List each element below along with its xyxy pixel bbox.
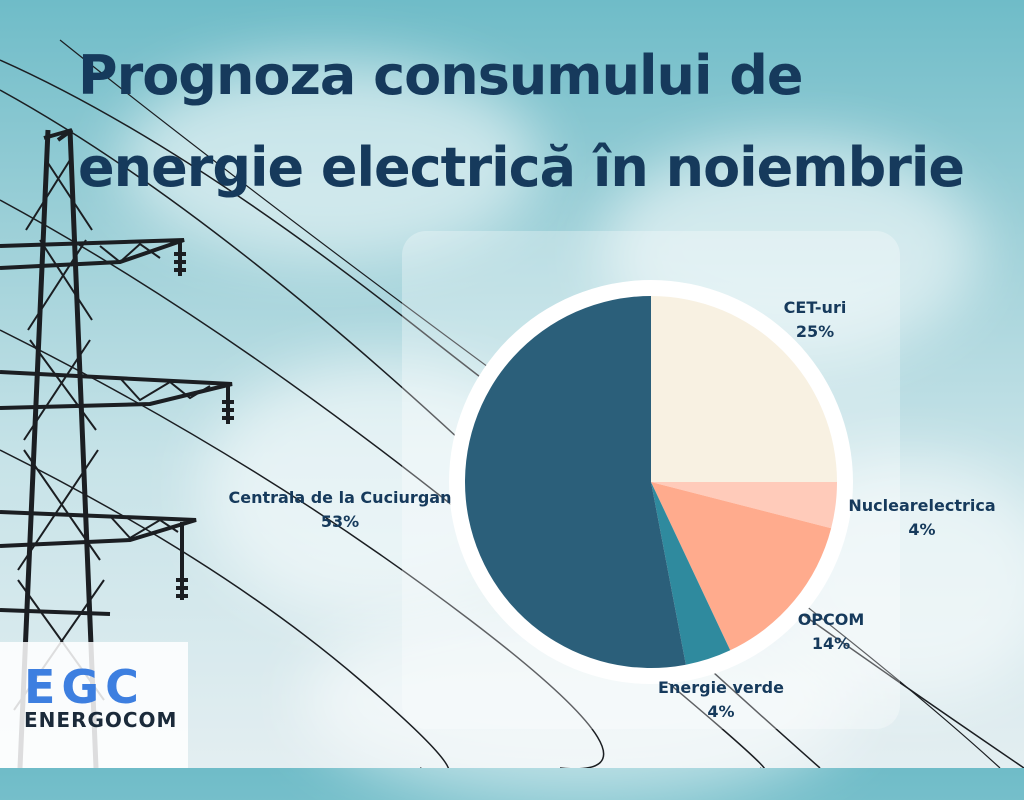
pie-slice-cet-uri	[651, 296, 837, 482]
slice-label-name: CET-uri	[783, 298, 847, 317]
slice-label-nuclearelectrica: Nuclearelectrica 4%	[840, 494, 1004, 542]
slice-label-name: Nuclearelectrica	[848, 496, 996, 515]
pie-slice-centrala-de-la-cuciurgan	[465, 296, 686, 668]
slice-label-energie-verde: Energie verde 4%	[646, 676, 796, 724]
pie-chart	[465, 296, 837, 668]
slice-label-cet-uri: CET-uri 25%	[760, 296, 870, 344]
slice-label-name: OPCOM	[797, 610, 865, 629]
slice-label-value: 4%	[908, 520, 936, 539]
pie-slice-opcom	[651, 482, 832, 651]
page-title: Prognoza consumului de energie electrică…	[78, 30, 965, 214]
logo-mark: EGC	[24, 660, 145, 714]
slice-label-name: Centrala de la Cuciurgan	[228, 488, 452, 507]
slice-label-centrala-cuciurgan: Centrala de la Cuciurgan 53%	[218, 486, 462, 534]
slice-label-value: 4%	[707, 702, 735, 721]
logo-name: ENERGOCOM	[24, 708, 178, 732]
slice-label-opcom: OPCOM 14%	[776, 608, 886, 656]
pie-slice-nuclearelectrica	[651, 482, 837, 529]
slice-label-value: 14%	[811, 634, 851, 653]
pie-slice-energie-verde	[651, 482, 731, 665]
title-line: energie electrică în noiembrie	[78, 136, 965, 199]
company-logo: EGC ENERGOCOM	[0, 642, 188, 768]
slice-label-value: 53%	[320, 512, 360, 531]
slice-label-name: Energie verde	[658, 678, 784, 697]
title-line: Prognoza consumului de	[78, 44, 804, 107]
slice-label-value: 25%	[795, 322, 835, 341]
